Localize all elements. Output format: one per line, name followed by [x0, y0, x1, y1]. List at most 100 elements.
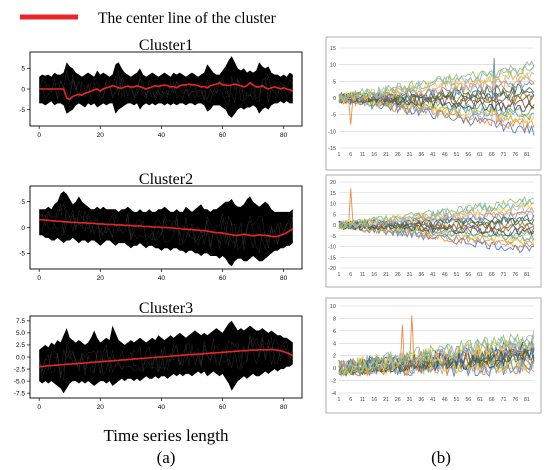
cluster-chart: Cluster2 0 20 40 60 80 5 0 -5 [19, 171, 303, 282]
x-tick-label: 31 [407, 397, 413, 403]
x-tick-label: 21 [383, 152, 389, 158]
x-tick-label: 16 [371, 397, 377, 403]
y-tick-label: 10 [330, 304, 336, 310]
x-tick-label: 56 [465, 397, 471, 403]
x-tick-label: 0 [37, 275, 41, 282]
x-tick-label: 46 [442, 272, 448, 278]
x-tick-label: 40 [158, 404, 166, 411]
x-tick-label: 51 [454, 397, 460, 403]
cluster-series [39, 208, 293, 254]
y-tick-label: -10 [328, 245, 336, 251]
x-tick-label: 46 [442, 397, 448, 403]
x-tick-label: 1 [338, 397, 341, 403]
x-tick-label: 26 [395, 152, 401, 158]
y-tick-label: -2 [331, 379, 336, 385]
y-tick-label: -5 [19, 107, 25, 114]
legend: The center line of the cluster [20, 10, 277, 27]
y-tick-label: 0 [333, 366, 336, 372]
cluster-series [39, 203, 294, 251]
y-tick-label: -2.5 [14, 366, 26, 373]
series-line [338, 71, 535, 103]
series-line [338, 93, 535, 136]
x-tick-label: 6 [349, 397, 352, 403]
y-tick-label: 8 [333, 316, 336, 322]
cluster-series [38, 70, 294, 106]
x-tick-label: 66 [489, 152, 495, 158]
x-tick-label: 20 [97, 404, 105, 411]
x-tick-label: 76 [512, 152, 518, 158]
x-tick-label: 6 [349, 272, 352, 278]
x-tick-label: 21 [383, 272, 389, 278]
x-tick-label: 60 [219, 404, 227, 411]
series-line [338, 222, 535, 239]
cluster-series [39, 202, 294, 251]
series-line [338, 334, 535, 374]
y-tick-label: -5 [19, 251, 25, 258]
x-tick-label: 76 [512, 397, 518, 403]
y-tick-label: 5.0 [16, 330, 25, 337]
center-line [39, 218, 294, 238]
y-tick-label: -7.5 [14, 390, 26, 397]
cluster-series [39, 70, 293, 103]
x-tick-label: 40 [158, 275, 166, 282]
x-tick-label: 36 [418, 272, 424, 278]
x-tick-label: 20 [97, 132, 105, 139]
series-line [338, 337, 535, 377]
y-tick-label: -5 [331, 234, 336, 240]
x-tick-label: 11 [360, 272, 365, 278]
cluster-series-band [39, 191, 293, 267]
y-tick-label: 0.0 [16, 354, 25, 361]
x-tick-label: 46 [442, 152, 448, 158]
x-tick-label: 36 [418, 397, 424, 403]
y-tick-label: 7.5 [16, 318, 25, 325]
y-tick-label: 0 [333, 96, 336, 102]
series-line [338, 330, 535, 377]
panel-a-label: (a) [157, 448, 176, 467]
x-tick-label: 51 [454, 152, 460, 158]
center-line [39, 348, 294, 368]
y-tick-label: 4 [333, 341, 336, 347]
y-tick-label: 10 [330, 63, 336, 69]
x-tick-label: 66 [489, 272, 495, 278]
cluster-chart: Cluster1 0 20 40 60 80 5 0 -5 [19, 37, 303, 139]
y-tick-label: 2.5 [16, 342, 25, 349]
x-tick-label: 61 [477, 152, 483, 158]
x-tick-label: 16 [371, 272, 377, 278]
y-tick-label: 15 [330, 191, 336, 197]
x-tick-label: 11 [360, 152, 365, 158]
y-tick-label: 0 [21, 86, 25, 93]
y-tick-label: 5 [333, 79, 336, 85]
panel-b-label: (b) [431, 448, 451, 467]
x-tick-label: 1 [338, 152, 341, 158]
y-tick-label: 15 [330, 46, 336, 52]
cluster-series-band [39, 56, 293, 118]
x-tick-label: 41 [430, 272, 436, 278]
x-tick-label: 0 [37, 404, 41, 411]
y-tick-label: 6 [333, 329, 336, 335]
x-tick-label: 66 [489, 397, 495, 403]
x-tick-label: 56 [465, 272, 471, 278]
x-tick-label: 71 [501, 152, 507, 158]
x-tick-label: 60 [219, 275, 227, 282]
x-tick-label: 40 [158, 132, 166, 139]
y-tick-label: 5 [21, 66, 25, 73]
x-tick-label: 81 [524, 397, 530, 403]
series-line [338, 220, 535, 231]
y-tick-label: -5 [331, 113, 336, 119]
series-line [338, 76, 535, 102]
x-tick-label: 81 [524, 272, 530, 278]
series-line [338, 93, 535, 125]
x-tick-label: 31 [407, 152, 413, 158]
x-tick-label: 71 [501, 397, 507, 403]
left-panels: Cluster1 0 20 40 60 80 5 0 -5 Cluster2 0 20 40 60 80 5 0… [14, 37, 303, 411]
x-tick-label: 0 [37, 132, 41, 139]
x-tick-label: 80 [280, 132, 288, 139]
cluster-title: Cluster1 [139, 37, 193, 54]
x-tick-label: 11 [360, 397, 365, 403]
center-line [39, 81, 294, 101]
x-axis-label: Time series length [104, 426, 229, 445]
